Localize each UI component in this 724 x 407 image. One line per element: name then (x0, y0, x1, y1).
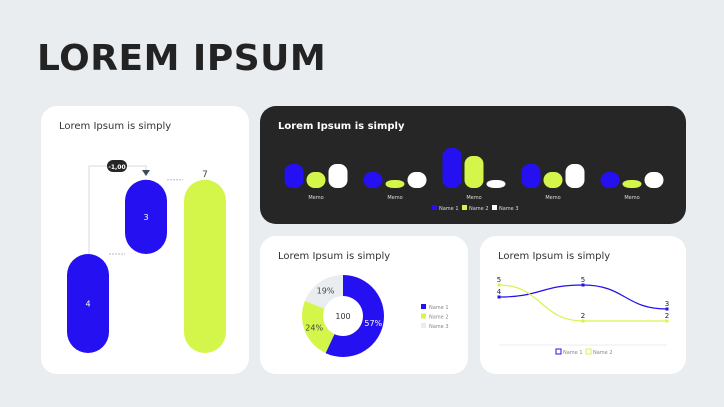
legend-swatch (421, 304, 426, 309)
card-title: Lorem Ipsum is simply (59, 121, 172, 132)
x-tick-label: Memo (545, 195, 560, 201)
slice-label: 19% (317, 286, 335, 295)
legend-swatch (421, 323, 426, 328)
data-label: 2 (665, 312, 669, 320)
slice-label: 57% (364, 319, 382, 328)
bar (284, 164, 304, 188)
data-point (497, 295, 501, 299)
legend-label: Name 2 (469, 206, 489, 212)
waterfall-bar (67, 254, 109, 353)
legend-label: Name 2 (593, 350, 613, 356)
bar (442, 148, 462, 188)
data-label: 4 (497, 288, 502, 296)
bar (363, 172, 383, 188)
card-title: Lorem Ipsum is simply (278, 121, 405, 132)
data-point (665, 307, 669, 311)
card-title: Lorem Ipsum is simply (278, 251, 391, 262)
legend-label: Name 1 (429, 305, 449, 311)
bar (600, 172, 620, 188)
legend-swatch (555, 348, 562, 355)
bar (644, 172, 664, 188)
data-label: 5 (497, 276, 501, 284)
bar-label: 3 (143, 213, 148, 222)
legend-swatch (421, 313, 426, 319)
legend-swatch (462, 205, 467, 210)
x-tick-label: Memo (308, 195, 323, 201)
series-line (498, 284, 668, 310)
legend-swatch (432, 205, 437, 210)
legend-label: Name 1 (563, 350, 583, 356)
bar (622, 180, 642, 188)
x-tick-label: Memo (466, 195, 481, 201)
bar (565, 164, 585, 188)
data-label: 5 (581, 276, 585, 284)
x-tick-label: Memo (387, 195, 402, 201)
bar (328, 164, 348, 188)
bar (521, 164, 541, 188)
bar (543, 172, 563, 188)
data-point (581, 283, 585, 287)
donut-center-label: 100 (335, 312, 350, 321)
bar (385, 180, 405, 188)
data-point (665, 319, 669, 323)
waterfall-bar (184, 179, 226, 353)
bar-label: 7 (202, 170, 208, 180)
legend-label: Name 3 (429, 324, 449, 330)
bar (486, 180, 506, 188)
waterfall-bar (125, 179, 167, 254)
legend-swatch (585, 348, 592, 355)
legend-label: Name 2 (429, 315, 449, 321)
bar-label: 4 (85, 300, 90, 309)
bar (407, 172, 427, 188)
card-title: Lorem Ipsum is simply (498, 251, 611, 262)
data-label: 3 (665, 300, 669, 308)
data-point (497, 283, 501, 287)
donut-slice (325, 275, 385, 357)
line-card: Lorem Ipsum is simply (480, 236, 686, 374)
slice-label: 24% (305, 323, 323, 332)
donut-slice (304, 275, 343, 309)
legend-label: Name 3 (499, 206, 519, 212)
data-point (581, 319, 585, 323)
page-title: LOREM IPSUM (37, 38, 327, 79)
legend-label: Name 1 (439, 206, 459, 212)
arrow-down-icon (142, 170, 150, 176)
annotation-label: -1,00 (108, 164, 125, 171)
annotation-badge (107, 160, 127, 172)
x-tick-label: Memo (624, 195, 639, 201)
donut-slice (302, 300, 335, 354)
bar (464, 156, 484, 188)
bar (306, 172, 326, 188)
legend-swatch (492, 205, 497, 210)
data-label: 2 (581, 312, 585, 320)
